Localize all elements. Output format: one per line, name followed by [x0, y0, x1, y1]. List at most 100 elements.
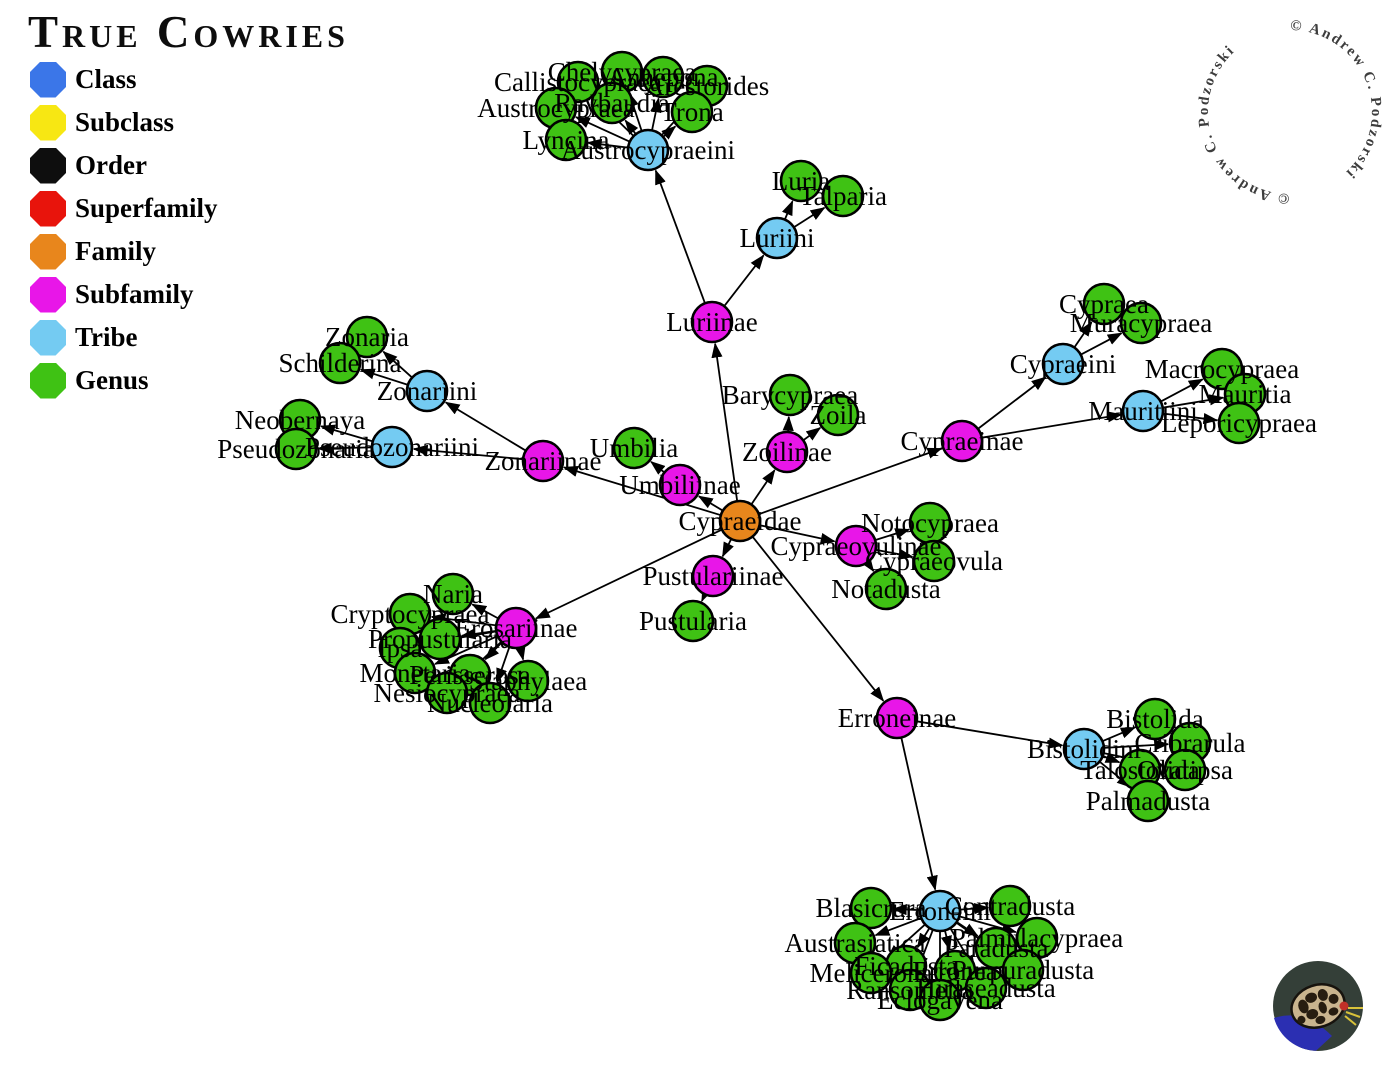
node-label-trona: Trona	[660, 97, 724, 127]
edge-pseudozonariini-to-pseudozonaria	[316, 442, 373, 454]
node-umbiliinae[interactable]	[658, 463, 702, 507]
node-propustularia[interactable]	[418, 617, 462, 661]
node-lyncina[interactable]	[544, 118, 588, 162]
node-cypraeini[interactable]	[1041, 342, 1085, 386]
family-rank-swatch-icon	[30, 233, 66, 270]
node-label-cryptocypraea: Cryptocypraea	[331, 599, 490, 629]
node-bistolida[interactable]	[1133, 697, 1177, 741]
node-mauritiini[interactable]	[1121, 389, 1165, 433]
node-label-melicerona: Melicerona	[810, 958, 933, 988]
edge-cypraeinae-to-mauritiini	[981, 411, 1123, 439]
node-label-ransoniella: Ransoniella	[846, 975, 973, 1005]
node-cypraeidae[interactable]	[718, 499, 762, 543]
node-erroneinae[interactable]	[875, 696, 919, 740]
node-label-pustulariinae: Pustulariinae	[643, 561, 784, 591]
edge-erroneini-to-austrasiatica	[874, 917, 922, 937]
node-label-talparia: Talparia	[799, 181, 887, 211]
node-zoilinae[interactable]	[765, 430, 809, 474]
node-label-leporicypraea: Leporicypraea	[1161, 408, 1317, 438]
label-layer: CypraeidaeLuriinaeCypraeinaeZonariinaeUm…	[217, 57, 1317, 1015]
legend-item-order: Order	[30, 144, 218, 187]
legend-item-subclass: Subclass	[30, 101, 218, 144]
legend-item-subfamily: Subfamily	[30, 273, 218, 316]
edge-zonariini-to-schilderina	[359, 368, 409, 386]
node-luriinae[interactable]	[690, 300, 734, 344]
node-label-cypraea: Cypraea	[1059, 289, 1149, 319]
copyright-text: © Andrew C. Podzorski	[1196, 42, 1288, 206]
node-label-barycypraea: Barycypraea	[722, 380, 858, 410]
node-notadusta[interactable]	[864, 567, 908, 611]
edge-cypraeidae-to-cypraeovulinae	[759, 524, 836, 544]
svg-text:© Andrew C. Podzorski: © Andrew C. Podzorski	[1290, 18, 1384, 182]
node-austrocypraeini[interactable]	[626, 128, 670, 172]
node-eclogavena[interactable]	[918, 978, 962, 1022]
node-barycypraea[interactable]	[768, 373, 812, 417]
node-bistolidini[interactable]	[1062, 727, 1106, 771]
node-label-blasicrura: Blasicrura	[816, 893, 927, 923]
node-label-palmulacypraea: Palmulacypraea	[951, 923, 1123, 953]
node-melicerona[interactable]	[849, 951, 893, 995]
node-cypraeinae[interactable]	[940, 419, 984, 463]
node-pseudozonaria[interactable]	[274, 427, 318, 471]
node-erroneini[interactable]	[918, 889, 962, 933]
node-label-zoilinae: Zoilinae	[742, 437, 832, 467]
legend-item-label: Genus	[75, 365, 149, 395]
node-label-bistolidini: Bistolidini	[1027, 734, 1141, 764]
node-staphylaea[interactable]	[506, 659, 550, 703]
node-luria[interactable]	[779, 159, 823, 203]
edge-mauritiini-to-macrocypraea	[1160, 378, 1204, 403]
node-cypraea[interactable]	[1082, 282, 1126, 326]
subclass-rank-swatch-icon	[30, 104, 66, 141]
node-label-arestorides: Arestorides	[645, 71, 769, 101]
node-hiraseadusta[interactable]	[964, 966, 1008, 1010]
node-zonariini[interactable]	[405, 369, 449, 413]
node-monetaria[interactable]	[393, 651, 437, 695]
node-pustulariinae[interactable]	[691, 554, 735, 598]
legend-item-label: Subfamily	[75, 279, 194, 309]
node-muracypraea[interactable]	[1119, 301, 1163, 345]
edge-cypraeidae-to-zoilinae	[750, 469, 776, 506]
circular-copyright: © Andrew C. Podzorski © Andrew C. Podzor…	[1196, 18, 1384, 206]
node-schilderina[interactable]	[318, 341, 362, 385]
edge-bistolidini-to-cribrarula	[1103, 739, 1170, 751]
node-erosariinae[interactable]	[494, 606, 538, 650]
node-talparia[interactable]	[821, 174, 865, 218]
edge-erosariinae-to-staphylaea	[514, 644, 526, 661]
node-label-notadusta: Notadusta	[831, 574, 940, 604]
edge-cypraeini-to-cypraea	[1073, 321, 1093, 349]
node-annepona[interactable]	[641, 55, 685, 99]
node-ovatipsa[interactable]	[1163, 748, 1207, 792]
node-trona[interactable]	[670, 90, 714, 134]
node-raybaudia[interactable]	[590, 81, 634, 125]
node-label-erroneinae: Erroneinae	[838, 703, 956, 733]
node-zoila[interactable]	[816, 393, 860, 437]
legend-item-label: Superfamily	[75, 193, 218, 223]
node-cypraeovula[interactable]	[912, 539, 956, 583]
edge-cypraeovulinae-to-notocypraea	[874, 528, 911, 541]
node-label-hiraseadusta: Hiraseadusta	[916, 973, 1055, 1003]
node-pseudozonariini[interactable]	[370, 425, 414, 469]
node-naria[interactable]	[431, 572, 475, 616]
node-zonariinae[interactable]	[521, 439, 565, 483]
node-label-pseudozonariini: Pseudozonariini	[305, 432, 479, 462]
node-leporicypraea[interactable]	[1217, 401, 1261, 445]
node-label-zonaria: Zonaria	[325, 322, 409, 352]
node-contradusta[interactable]	[988, 884, 1032, 928]
node-label-raybaudia: Raybaudia	[554, 88, 669, 118]
node-label-mauritiini: Mauritiini	[1088, 396, 1198, 426]
node-umbilia[interactable]	[612, 426, 656, 470]
node-blasicrura[interactable]	[849, 886, 893, 930]
node-nucleolaria[interactable]	[468, 681, 512, 725]
node-luriini[interactable]	[755, 216, 799, 260]
node-palmadusta[interactable]	[1126, 779, 1170, 823]
node-pustularia[interactable]	[671, 599, 715, 643]
node-label-austrocypraea: Austrocypraea	[477, 93, 634, 123]
node-zonaria[interactable]	[345, 315, 389, 359]
node-label-cypraeovulinae: Cypraeovulinae	[771, 531, 942, 561]
node-purpuradusta[interactable]	[1001, 948, 1045, 992]
node-cypraeovulinae[interactable]	[834, 524, 878, 568]
node-label-naria: Naria	[423, 579, 483, 609]
genus-rank-swatch-icon	[30, 362, 66, 399]
node-nesiocypraea[interactable]	[425, 671, 469, 715]
node-label-zoila: Zoila	[810, 400, 867, 430]
